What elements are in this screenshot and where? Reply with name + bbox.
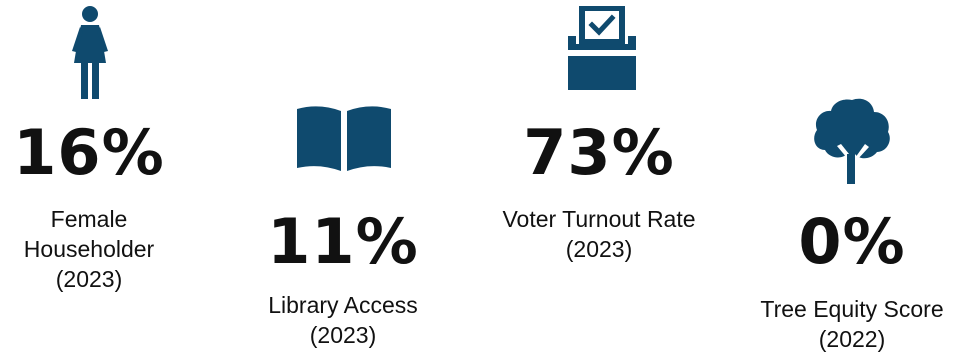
stat-label-line: (2022) bbox=[818, 326, 886, 352]
stat-label: Voter Turnout Rate (2023) bbox=[502, 204, 695, 264]
stat-label-line: Voter Turnout Rate bbox=[502, 206, 696, 232]
stat-label-line: (2023) bbox=[565, 236, 633, 262]
female-person-icon bbox=[72, 6, 108, 99]
open-book-icon bbox=[297, 106, 391, 171]
stat-label-line: Tree Equity Score bbox=[760, 296, 944, 322]
stat-label-line: (2023) bbox=[309, 322, 377, 348]
stat-label: Tree Equity Score (2022) bbox=[760, 294, 943, 354]
tree-icon bbox=[814, 98, 890, 184]
stat-label-line: Female bbox=[50, 206, 128, 232]
stat-value: 73% bbox=[523, 116, 675, 189]
stat-label-line: Householder bbox=[23, 236, 155, 262]
stat-value: 16% bbox=[13, 116, 165, 189]
ballot-box-icon bbox=[568, 6, 636, 90]
stat-label-line: Library Access bbox=[268, 292, 418, 318]
stat-value: 0% bbox=[798, 205, 906, 278]
stat-value: 11% bbox=[267, 205, 419, 278]
stat-label: Female Householder (2023) bbox=[24, 204, 154, 294]
stat-label-line: (2023) bbox=[55, 266, 123, 292]
stat-label: Library Access (2023) bbox=[268, 290, 418, 350]
